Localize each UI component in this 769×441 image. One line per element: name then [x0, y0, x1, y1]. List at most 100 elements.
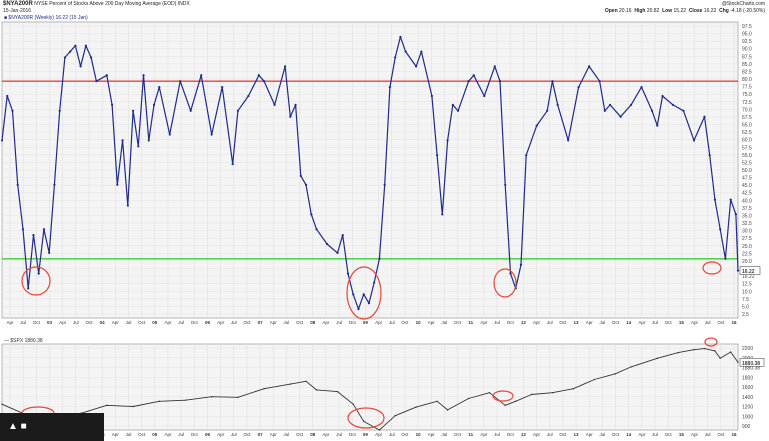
x-tick-label: Jul — [442, 432, 448, 437]
y-tick-label: 67.5 — [742, 115, 752, 121]
x-tick-label: Oct — [559, 432, 567, 437]
data-point — [598, 80, 601, 83]
x-tick-label: 12 — [521, 432, 527, 437]
x-tick-label: Apr — [6, 320, 14, 325]
data-point — [737, 361, 739, 364]
data-point — [325, 242, 329, 246]
data-point — [105, 74, 108, 77]
x-tick-label: Oct — [507, 320, 515, 325]
y-tick-label: 40.0 — [742, 198, 752, 204]
data-point — [346, 272, 350, 275]
y-tick-label: 62.5 — [742, 130, 752, 136]
data-point — [32, 234, 35, 237]
x-tick-label: Oct — [138, 320, 146, 325]
highlight-circle — [702, 261, 722, 275]
data-point — [257, 74, 260, 77]
data-point — [535, 124, 538, 127]
data-point — [236, 109, 239, 112]
x-tick-label: Oct — [717, 432, 725, 437]
data-point — [273, 103, 276, 106]
x-tick-label: Apr — [691, 432, 699, 437]
data-point — [179, 80, 182, 83]
x-tick-label: Apr — [59, 320, 67, 325]
x-tick-label: Jul — [389, 320, 395, 325]
source-label: @StockCharts.com — [721, 1, 765, 7]
data-point — [200, 74, 203, 77]
x-tick-label: 14 — [626, 432, 632, 437]
data-point — [546, 109, 549, 112]
y-tick-label: 37.5 — [742, 206, 752, 212]
data-point — [441, 213, 444, 216]
chart-date: 15-Jan-2016 — [3, 8, 32, 14]
data-point — [299, 174, 302, 178]
x-tick-label: Apr — [638, 432, 646, 437]
y-tick-label: 70.0 — [742, 107, 752, 113]
ohlc-readout: Open 20.16 High 20.82 Low 15.22 Close 16… — [605, 8, 765, 14]
data-point — [588, 65, 591, 68]
data-point — [315, 228, 318, 231]
x-tick-label: Jul — [126, 320, 132, 325]
data-point — [714, 350, 716, 352]
y-tick-label: 50.0 — [742, 168, 752, 174]
y-tick-label: 92.5 — [742, 39, 752, 45]
x-tick-label: Jul — [178, 432, 184, 437]
data-point — [336, 390, 339, 393]
data-point — [336, 251, 339, 254]
data-point — [106, 404, 108, 407]
data-point — [519, 263, 523, 266]
data-point — [69, 50, 72, 53]
caption-glyph: ▲ ■ — [8, 421, 27, 432]
data-point — [21, 228, 25, 231]
open-value: 20.16 — [619, 8, 632, 14]
data-point — [362, 293, 365, 296]
data-point — [378, 429, 381, 431]
data-point — [435, 154, 439, 157]
x-tick-label: Jul — [442, 320, 448, 325]
y-tick-label: 87.5 — [742, 54, 752, 60]
data-point — [729, 351, 732, 353]
x-tick-label: 13 — [574, 432, 580, 437]
x-tick-label: Oct — [665, 432, 673, 437]
data-point — [509, 272, 512, 275]
data-point — [363, 420, 365, 423]
x-tick-label: 05 — [152, 320, 158, 325]
data-point — [305, 380, 307, 382]
y-tick-label: 7.5 — [742, 297, 749, 303]
x-tick-label: Jul — [389, 432, 395, 437]
x-tick-label: Oct — [296, 320, 304, 325]
y-tick-label: 30.0 — [742, 229, 752, 235]
data-point — [210, 133, 213, 136]
data-point — [357, 308, 360, 311]
data-point — [310, 213, 313, 216]
y-tick-label: 55.0 — [742, 153, 752, 159]
x-tick-label: 08 — [310, 432, 316, 437]
x-tick-label: Oct — [243, 320, 251, 325]
data-point — [650, 109, 654, 112]
data-point — [415, 65, 418, 68]
y-tick-label: 32.5 — [742, 221, 752, 227]
y-tick-label: 2.5 — [742, 312, 749, 318]
data-point — [221, 86, 224, 89]
x-tick-label: Jul — [494, 432, 500, 437]
data-point — [446, 409, 449, 411]
high-label: High — [634, 8, 646, 14]
x-tick-label: Apr — [586, 320, 594, 325]
x-tick-label: 07 — [258, 320, 264, 325]
data-point — [79, 65, 82, 68]
x-tick-label: 03 — [47, 320, 53, 325]
data-point — [383, 183, 386, 186]
data-point — [352, 403, 354, 405]
data-point — [614, 373, 617, 375]
y-tick-label: 65.0 — [742, 123, 752, 129]
y-tick-label: 35.0 — [742, 213, 752, 219]
high-value: 20.82 — [646, 8, 660, 14]
data-point — [530, 393, 533, 396]
y-tick-label: 80.0 — [742, 77, 752, 83]
last-value-label: 16.22 — [742, 269, 755, 275]
data-point — [451, 103, 454, 106]
data-point — [736, 269, 740, 272]
symbol-label: $NYA200R — [3, 1, 33, 7]
chg-value: -4.18 (-20.50%) — [730, 8, 765, 14]
data-point — [661, 94, 664, 98]
